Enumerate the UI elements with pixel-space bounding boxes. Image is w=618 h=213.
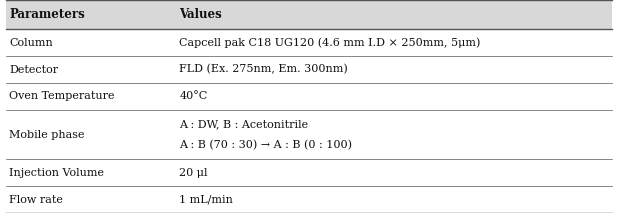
Text: Capcell pak C18 UG120 (4.6 mm I.D × 250mm, 5μm): Capcell pak C18 UG120 (4.6 mm I.D × 250m… [179,37,481,48]
Text: Flow rate: Flow rate [9,195,63,205]
Text: 20 μl: 20 μl [179,168,208,178]
Text: A : DW, B : Acetonitrile: A : DW, B : Acetonitrile [179,119,308,129]
Text: Values: Values [179,8,222,21]
Text: 1 mL/min: 1 mL/min [179,195,233,205]
Text: A : B (70 : 30) → A : B (0 : 100): A : B (70 : 30) → A : B (0 : 100) [179,140,352,150]
Text: Parameters: Parameters [9,8,85,21]
Text: 40°C: 40°C [179,91,208,101]
Text: FLD (Ex. 275nm, Em. 300nm): FLD (Ex. 275nm, Em. 300nm) [179,64,348,75]
Text: Column: Column [9,38,53,48]
Text: Mobile phase: Mobile phase [9,130,85,140]
Text: Oven Temperature: Oven Temperature [9,91,115,101]
Text: Injection Volume: Injection Volume [9,168,104,178]
Bar [6,0,612,29]
Text: Detector: Detector [9,65,58,75]
